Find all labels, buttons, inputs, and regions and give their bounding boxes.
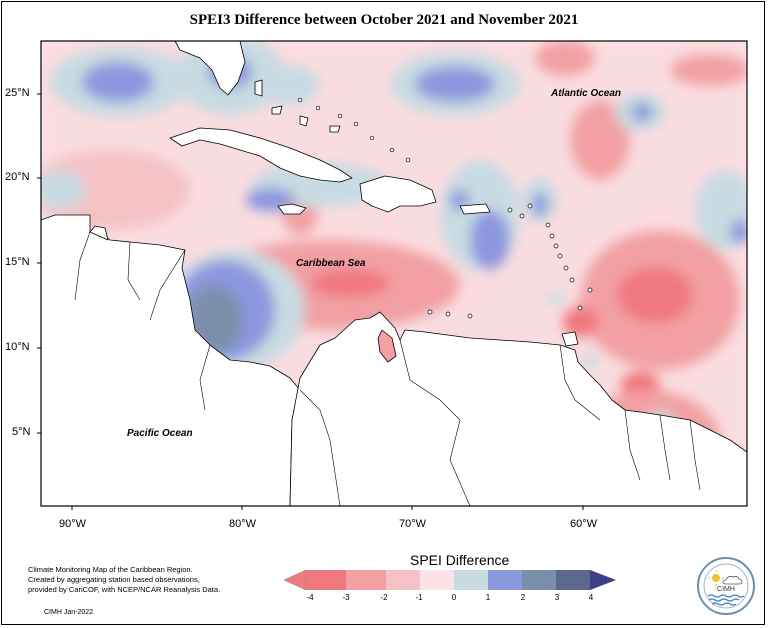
credit-line-2: Created by aggregating station based obs… <box>28 575 200 584</box>
lat-label-25n: 25°N <box>5 87 30 99</box>
legend-tick: -4 <box>306 593 314 602</box>
lon-label-70w: 70°W <box>399 518 427 530</box>
legend-colorbar <box>284 570 616 591</box>
map-title: SPEI3 Difference between October 2021 an… <box>189 12 579 28</box>
legend-swatch-3 <box>386 570 420 590</box>
legend-swatch-4 <box>420 570 454 590</box>
cimh-logo: CIMH <box>697 557 755 615</box>
credit-line-3: provided by CariCOF, with NCEP/NCAR Rean… <box>28 585 221 594</box>
legend-tick: 0 <box>451 593 457 602</box>
legend-swatch-lowest <box>284 570 307 591</box>
legend-title: SPEI Difference <box>410 552 510 568</box>
sun-icon <box>708 570 724 586</box>
lon-label-90w: 90°W <box>59 518 87 530</box>
pacific-ocean-label: Pacific Ocean <box>127 428 193 439</box>
lon-label-60w: 60°W <box>570 518 598 530</box>
lon-label-80w: 80°W <box>229 518 257 530</box>
legend-swatch-1 <box>306 570 346 590</box>
waves-icon <box>707 594 745 606</box>
legend-tick: -3 <box>342 593 350 602</box>
legend-tick: -2 <box>380 593 388 602</box>
legend-tick: -1 <box>415 593 423 602</box>
cloud-icon <box>722 575 743 585</box>
lat-label-5n: 5°N <box>12 426 31 438</box>
credit-line-1: Climate Monitoring Map of the Caribbean … <box>28 565 193 574</box>
lat-label-15n: 15°N <box>5 256 30 268</box>
legend-swatch-5 <box>454 570 488 590</box>
lat-label-20n: 20°N <box>5 171 30 183</box>
legend-tick: 2 <box>520 593 526 602</box>
legend-swatch-2 <box>346 570 386 590</box>
logo-text: CIMH <box>717 586 735 593</box>
legend-swatch-8 <box>556 570 590 590</box>
legend-swatch-7 <box>522 570 556 590</box>
credit-block: Climate Monitoring Map of the Caribbean … <box>28 565 228 595</box>
legend-tick: 1 <box>485 593 491 602</box>
atlantic-ocean-label: Atlantic Ocean <box>551 88 622 99</box>
credit-date: CIMH Jan-2022 <box>44 609 94 616</box>
legend-swatch-highest <box>590 570 616 590</box>
lat-label-10n: 10°N <box>5 341 30 353</box>
legend-swatch-6 <box>488 570 522 590</box>
legend-tick: 3 <box>554 593 560 602</box>
legend-tick: 4 <box>588 593 594 602</box>
caribbean-sea-label: Caribbean Sea <box>296 258 366 269</box>
